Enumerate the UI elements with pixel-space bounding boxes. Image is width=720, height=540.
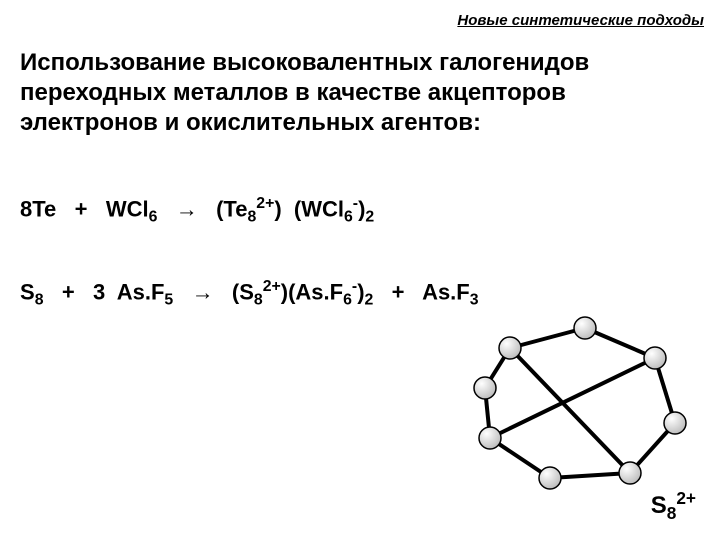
atom bbox=[474, 377, 496, 399]
atom bbox=[499, 337, 521, 359]
eq2-rhs1-close: ) bbox=[357, 279, 364, 304]
eq2-lhs1-sub: 8 bbox=[35, 292, 44, 309]
eq1-rhs2-sub: 6 bbox=[344, 209, 353, 226]
eq2-rhs1-mid: )(As.F bbox=[281, 279, 343, 304]
eq2-rhs1-sub: 8 bbox=[254, 292, 263, 309]
bond bbox=[550, 473, 630, 478]
molecule-label: S82+ bbox=[651, 488, 696, 524]
slide-title: Использование высоковалентных галогенидо… bbox=[20, 48, 700, 138]
atom bbox=[479, 427, 501, 449]
eq1-rhs2-outsub: 2 bbox=[365, 209, 374, 226]
mol-label-sup: 2+ bbox=[676, 488, 696, 508]
eq2-rhs2: As.F bbox=[422, 279, 470, 304]
eq2-rhs1b-sub: 6 bbox=[343, 292, 352, 309]
atom bbox=[539, 467, 561, 489]
equation-2: S8 + 3 As.F5 → (S82+)(As.F6-)2 + As.F3 bbox=[20, 278, 479, 310]
bond bbox=[510, 348, 630, 473]
atom bbox=[664, 412, 686, 434]
eq2-coef: 3 bbox=[93, 279, 105, 304]
atom bbox=[644, 347, 666, 369]
slide: Новые синтетические подходы Использовани… bbox=[0, 0, 720, 540]
equation-1: 8Te + WCl6 → (Te82+) (WCl6-)2 bbox=[20, 195, 374, 227]
eq1-rhs1-open: (Te bbox=[216, 196, 247, 221]
eq2-plus1: + bbox=[62, 279, 75, 304]
eq2-rhs1-outsub: 2 bbox=[365, 292, 374, 309]
eq2-plus2: + bbox=[392, 279, 405, 304]
eq2-rhs2-sub: 3 bbox=[470, 292, 479, 309]
mol-label-sub: 8 bbox=[667, 503, 677, 523]
eq1-lhs2-sub: 6 bbox=[149, 209, 158, 226]
eq1-arrow: → bbox=[176, 196, 198, 221]
eq2-rhs1-open: (S bbox=[232, 279, 254, 304]
eq1-rhs1-close: ) bbox=[274, 196, 281, 221]
bond bbox=[490, 358, 655, 438]
eq2-arrow: → bbox=[192, 279, 214, 304]
eq1-rhs1-sup: 2+ bbox=[256, 195, 274, 212]
header-link: Новые синтетические подходы bbox=[457, 12, 704, 29]
eq2-lhs2: As.F bbox=[117, 279, 165, 304]
atom bbox=[619, 462, 641, 484]
eq2-rhs1-sup: 2+ bbox=[263, 278, 281, 295]
atom bbox=[574, 317, 596, 339]
eq2-lhs2-sub: 5 bbox=[164, 292, 173, 309]
eq1-plus1: + bbox=[75, 196, 88, 221]
eq1-rhs1-sub: 8 bbox=[247, 209, 256, 226]
mol-label-base: S bbox=[651, 492, 667, 519]
molecule-diagram bbox=[450, 308, 710, 498]
eq1-lhs2: WCl bbox=[106, 196, 149, 221]
eq2-lhs1: S bbox=[20, 279, 35, 304]
eq1-rhs2-open: (WCl bbox=[294, 196, 344, 221]
eq1-lhs1: 8Te bbox=[20, 196, 56, 221]
